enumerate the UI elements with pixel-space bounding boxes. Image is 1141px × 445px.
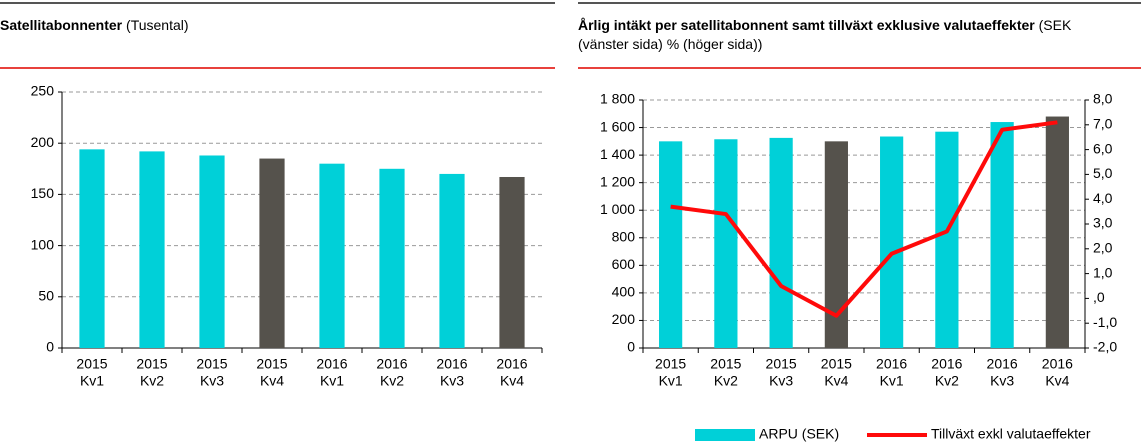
- bar: [714, 139, 738, 348]
- x-tick-label: 2015: [710, 356, 741, 372]
- y-tick-label: 250: [31, 83, 55, 99]
- y2-tick-label: 4,0: [1093, 190, 1113, 206]
- x-tick-label: 2016: [496, 356, 527, 372]
- x-tick-label: Kv3: [200, 373, 224, 389]
- x-tick-label: Kv1: [80, 373, 104, 389]
- y-tick-label: 600: [612, 256, 636, 272]
- bar: [769, 137, 793, 348]
- bar: [259, 158, 285, 348]
- x-tick-label: Kv4: [500, 373, 524, 389]
- x-tick-label: 2015: [256, 356, 287, 372]
- y-tick-label: 50: [38, 288, 54, 304]
- x-tick-label: 2015: [766, 356, 797, 372]
- x-tick-label: Kv4: [824, 373, 848, 389]
- bar: [319, 163, 345, 348]
- bar: [439, 173, 465, 348]
- x-tick-label: Kv2: [935, 373, 959, 389]
- x-tick-label: Kv1: [659, 373, 683, 389]
- y2-tick-label: 8,0: [1093, 91, 1113, 107]
- y-tick-label: 150: [31, 185, 55, 201]
- bar: [659, 141, 683, 348]
- y2-tick-label: 3,0: [1093, 215, 1113, 231]
- y-tick-label: 1 000: [600, 201, 635, 217]
- x-tick-label: Kv2: [140, 373, 164, 389]
- y-tick-label: 1 400: [600, 146, 635, 162]
- y2-tick-label: 1,0: [1093, 264, 1113, 280]
- y-tick-label: 1 200: [600, 173, 635, 189]
- chart-subtitle: (Tusental): [126, 17, 189, 33]
- x-tick-label: 2016: [987, 356, 1018, 372]
- y2-tick-label: ,0: [1093, 289, 1105, 305]
- y-tick-label: 200: [612, 311, 636, 327]
- legend-label: ARPU (SEK): [759, 426, 839, 442]
- chart-subtitle: (SEK (vänster sida) % (höger sida)): [578, 17, 1072, 52]
- bar: [824, 141, 848, 348]
- x-tick-label: 2015: [655, 356, 686, 372]
- bar: [880, 136, 904, 348]
- bar: [499, 176, 525, 348]
- x-tick-label: 2015: [136, 356, 167, 372]
- x-tick-label: 2016: [931, 356, 962, 372]
- bar: [1045, 116, 1069, 349]
- bar: [139, 151, 165, 348]
- y2-tick-label: 7,0: [1093, 116, 1113, 132]
- x-tick-label: Kv1: [880, 373, 904, 389]
- chart-heading: Satellitabonnenter (Tusental): [0, 16, 555, 35]
- y-tick-label: 1 600: [600, 118, 635, 134]
- y2-tick-label: 5,0: [1093, 165, 1113, 181]
- chart-heading: Årlig intäkt per satellitabonnent samt t…: [578, 16, 1098, 54]
- x-tick-label: Kv2: [380, 373, 404, 389]
- y-tick-label: 400: [612, 284, 636, 300]
- y-tick-label: 0: [46, 339, 54, 355]
- x-tick-label: Kv4: [260, 373, 284, 389]
- y-tick-label: 100: [31, 236, 55, 252]
- bar: [79, 149, 105, 348]
- bar: [935, 131, 959, 348]
- x-tick-label: Kv1: [320, 373, 344, 389]
- x-tick-label: 2015: [821, 356, 852, 372]
- x-tick-label: 2016: [316, 356, 347, 372]
- y-tick-label: 800: [612, 228, 636, 244]
- y-tick-label: 0: [627, 339, 635, 355]
- x-tick-label: 2016: [1042, 356, 1073, 372]
- x-tick-label: Kv4: [1045, 373, 1069, 389]
- y2-tick-label: -1,0: [1093, 314, 1117, 330]
- legend-swatch: [695, 429, 755, 441]
- x-tick-label: 2016: [376, 356, 407, 372]
- bar: [379, 168, 405, 348]
- x-tick-label: Kv3: [769, 373, 793, 389]
- x-tick-label: Kv2: [714, 373, 738, 389]
- bar: [199, 155, 225, 348]
- y2-tick-label: 2,0: [1093, 240, 1113, 256]
- y2-tick-label: 6,0: [1093, 140, 1113, 156]
- x-tick-label: 2016: [436, 356, 467, 372]
- x-tick-label: 2016: [876, 356, 907, 372]
- y2-tick-label: -2,0: [1093, 339, 1117, 355]
- x-tick-label: 2015: [196, 356, 227, 372]
- legend-label: Tillväxt exkl valutaeffekter: [931, 426, 1091, 442]
- bar: [990, 122, 1014, 349]
- x-tick-label: 2015: [76, 356, 107, 372]
- chart-title: Årlig intäkt per satellitabonnent samt t…: [578, 17, 1035, 33]
- chart-title: Satellitabonnenter: [0, 17, 123, 33]
- line-series: [670, 120, 1058, 318]
- y-tick-label: 200: [31, 134, 55, 150]
- x-tick-label: Kv3: [440, 373, 464, 389]
- x-tick-label: Kv3: [990, 373, 1014, 389]
- y-tick-label: 1 800: [600, 91, 635, 107]
